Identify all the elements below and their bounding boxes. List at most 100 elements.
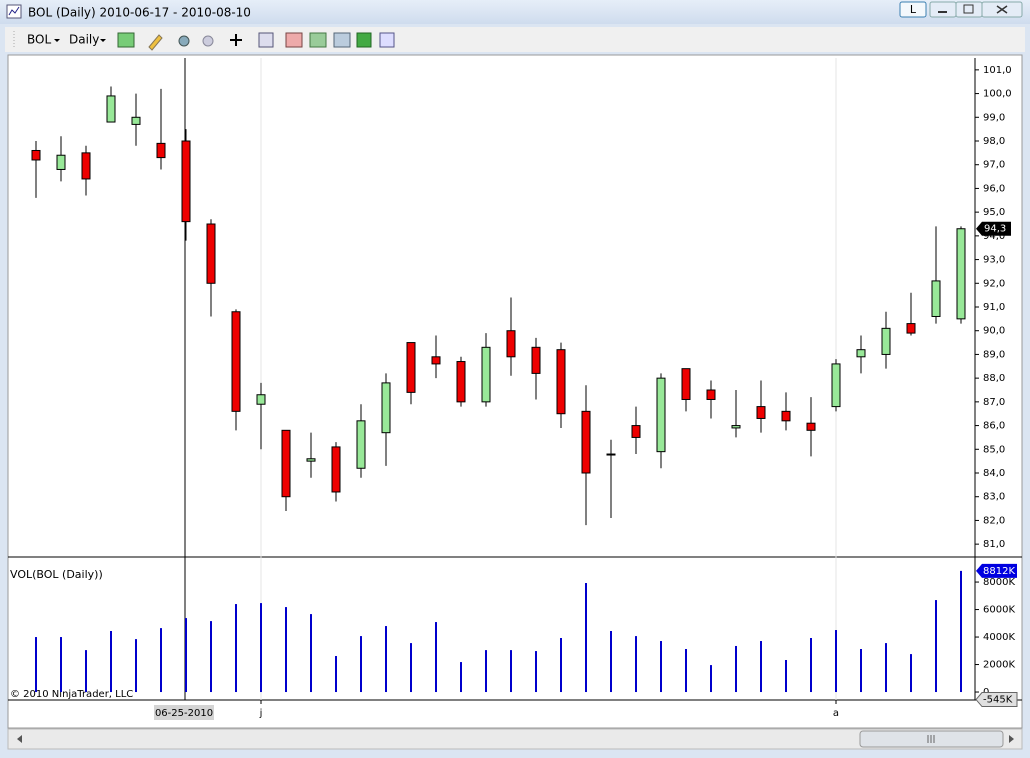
volume-bar	[310, 614, 312, 693]
copyright: © 2010 NinjaTrader, LLC	[10, 689, 133, 700]
crosshair-x-label: 06-25-2010	[155, 708, 213, 719]
minimize-button[interactable]	[929, 1, 957, 18]
chart-area	[7, 54, 1023, 729]
scroll-thumb-grip	[927, 735, 935, 743]
crosshair-button[interactable]	[230, 34, 242, 46]
y-tick-label: 93,0	[983, 255, 1005, 266]
volume-bar	[410, 643, 412, 693]
last-volume-label: 8812K	[983, 566, 1015, 577]
y-tick-label: 91,0	[983, 302, 1005, 313]
y-tick-label: 99,0	[983, 112, 1005, 123]
volume-bar	[460, 662, 462, 693]
volume-bar	[535, 651, 537, 693]
data-box-button[interactable]	[379, 32, 395, 48]
y-tick-label: 83,0	[983, 492, 1005, 503]
candle-body	[656, 377, 666, 453]
candle-body	[956, 228, 966, 320]
candle-body	[81, 152, 91, 180]
candle-body	[756, 406, 766, 419]
candle-body	[606, 453, 616, 456]
volume-bar	[235, 604, 237, 693]
crosshair-x-box	[154, 705, 214, 720]
maximize-icon	[963, 4, 974, 14]
y-tick-label: 87,0	[983, 397, 1005, 408]
candle-body	[206, 223, 216, 284]
chart-style-button[interactable]	[117, 32, 135, 48]
x-tick-label: j	[259, 708, 263, 719]
link-button-label[interactable]: L	[910, 3, 917, 16]
draw-tool-button[interactable]	[148, 34, 163, 51]
candle-body	[381, 382, 391, 434]
volume-bar	[60, 637, 62, 693]
window-title: BOL (Daily) 2010-06-17 - 2010-08-10	[28, 6, 251, 20]
candle-body	[281, 429, 291, 498]
volume-bar	[510, 650, 512, 693]
candle-body	[906, 323, 916, 334]
candle-body	[931, 280, 941, 317]
candle-body	[681, 368, 691, 400]
y-tick-label: 2000K	[983, 660, 1015, 671]
candle-body	[631, 425, 641, 438]
y-tick-label: 92,0	[983, 278, 1005, 289]
volume-bar	[885, 643, 887, 693]
volume-bar	[685, 649, 687, 693]
volume-title: VOL(BOL (Daily))	[10, 568, 103, 581]
volume-bar	[85, 650, 87, 693]
indicators-button[interactable]	[285, 32, 303, 48]
volume-bar	[135, 639, 137, 693]
volume-bar	[385, 626, 387, 693]
app-icon-graph	[8, 6, 20, 16]
candle-body	[706, 389, 716, 400]
maximize-button[interactable]	[955, 1, 983, 18]
volume-bar	[210, 621, 212, 693]
candle-body	[431, 356, 441, 365]
candle-body	[806, 422, 816, 431]
instrument-selector[interactable]: BOL	[27, 33, 51, 47]
crosshair-y-label: -545K	[983, 695, 1013, 706]
volume-bar	[835, 630, 837, 693]
order-button[interactable]	[356, 32, 372, 48]
volume-bar	[635, 636, 637, 693]
period-selector[interactable]: Daily	[69, 33, 99, 47]
volume-bar	[110, 630, 112, 693]
volume-bar	[585, 583, 587, 693]
magnify-button[interactable]	[258, 32, 274, 48]
candle-body	[231, 311, 241, 412]
y-tick-label: 6000K	[983, 605, 1015, 616]
candle-body	[781, 410, 791, 422]
candle-body	[356, 420, 366, 469]
candle-body	[531, 346, 541, 374]
y-tick-label: 98,0	[983, 136, 1005, 147]
scrollbar[interactable]	[7, 728, 1023, 750]
candle-body	[156, 142, 166, 159]
y-tick-label: 81,0	[983, 539, 1005, 550]
candle-body	[56, 154, 66, 170]
scroll-left[interactable]	[17, 735, 22, 743]
volume-bar	[935, 600, 937, 693]
volume-bar	[660, 641, 662, 693]
candle-body	[456, 361, 466, 403]
close-icon	[996, 5, 1008, 14]
strategies-button[interactable]	[309, 32, 327, 48]
candle-body	[181, 140, 191, 223]
zoom-out-button[interactable]	[202, 35, 214, 47]
candle-body	[731, 425, 741, 429]
y-tick-label: 101,0	[983, 65, 1012, 76]
candle-body	[506, 330, 516, 358]
y-tick-label: 4000K	[983, 632, 1015, 643]
candle-body	[856, 349, 866, 358]
candle-body	[331, 446, 341, 493]
volume-bar	[360, 636, 362, 693]
zoom-in-button[interactable]	[178, 35, 190, 47]
properties-button[interactable]	[333, 32, 351, 48]
y-tick-label: 8000K	[983, 577, 1015, 588]
scroll-right[interactable]	[1009, 735, 1014, 743]
link-button[interactable]	[899, 1, 927, 18]
candle-body	[406, 342, 416, 393]
volume-bar	[810, 638, 812, 693]
candle-body	[306, 458, 316, 462]
last-volume-marker	[976, 563, 1017, 578]
y-tick-label: 86,0	[983, 421, 1005, 432]
volume-bar	[260, 603, 262, 693]
volume-bar	[335, 656, 337, 693]
